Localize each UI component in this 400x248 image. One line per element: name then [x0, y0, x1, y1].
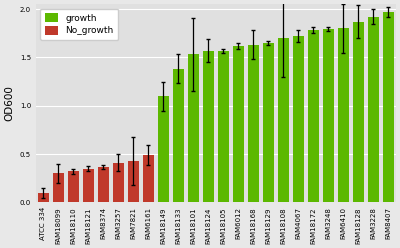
- Bar: [293, 36, 304, 202]
- Bar: [338, 28, 349, 202]
- Bar: [38, 193, 49, 202]
- Bar: [383, 12, 394, 202]
- Bar: [143, 155, 154, 202]
- Bar: [278, 38, 289, 202]
- Bar: [218, 51, 229, 202]
- Bar: [158, 96, 169, 202]
- Bar: [233, 46, 244, 202]
- Bar: [188, 55, 199, 202]
- Y-axis label: OD600: OD600: [4, 85, 14, 121]
- Bar: [83, 168, 94, 202]
- Bar: [98, 167, 109, 202]
- Bar: [173, 69, 184, 202]
- Bar: [128, 161, 139, 202]
- Bar: [203, 51, 214, 202]
- Bar: [368, 17, 379, 202]
- Bar: [68, 171, 79, 202]
- Bar: [248, 45, 259, 202]
- Bar: [353, 22, 364, 202]
- Legend: growth, No_growth: growth, No_growth: [40, 9, 118, 40]
- Bar: [113, 163, 124, 202]
- Bar: [53, 173, 64, 202]
- Bar: [323, 29, 334, 202]
- Bar: [308, 30, 319, 202]
- Bar: [263, 43, 274, 202]
